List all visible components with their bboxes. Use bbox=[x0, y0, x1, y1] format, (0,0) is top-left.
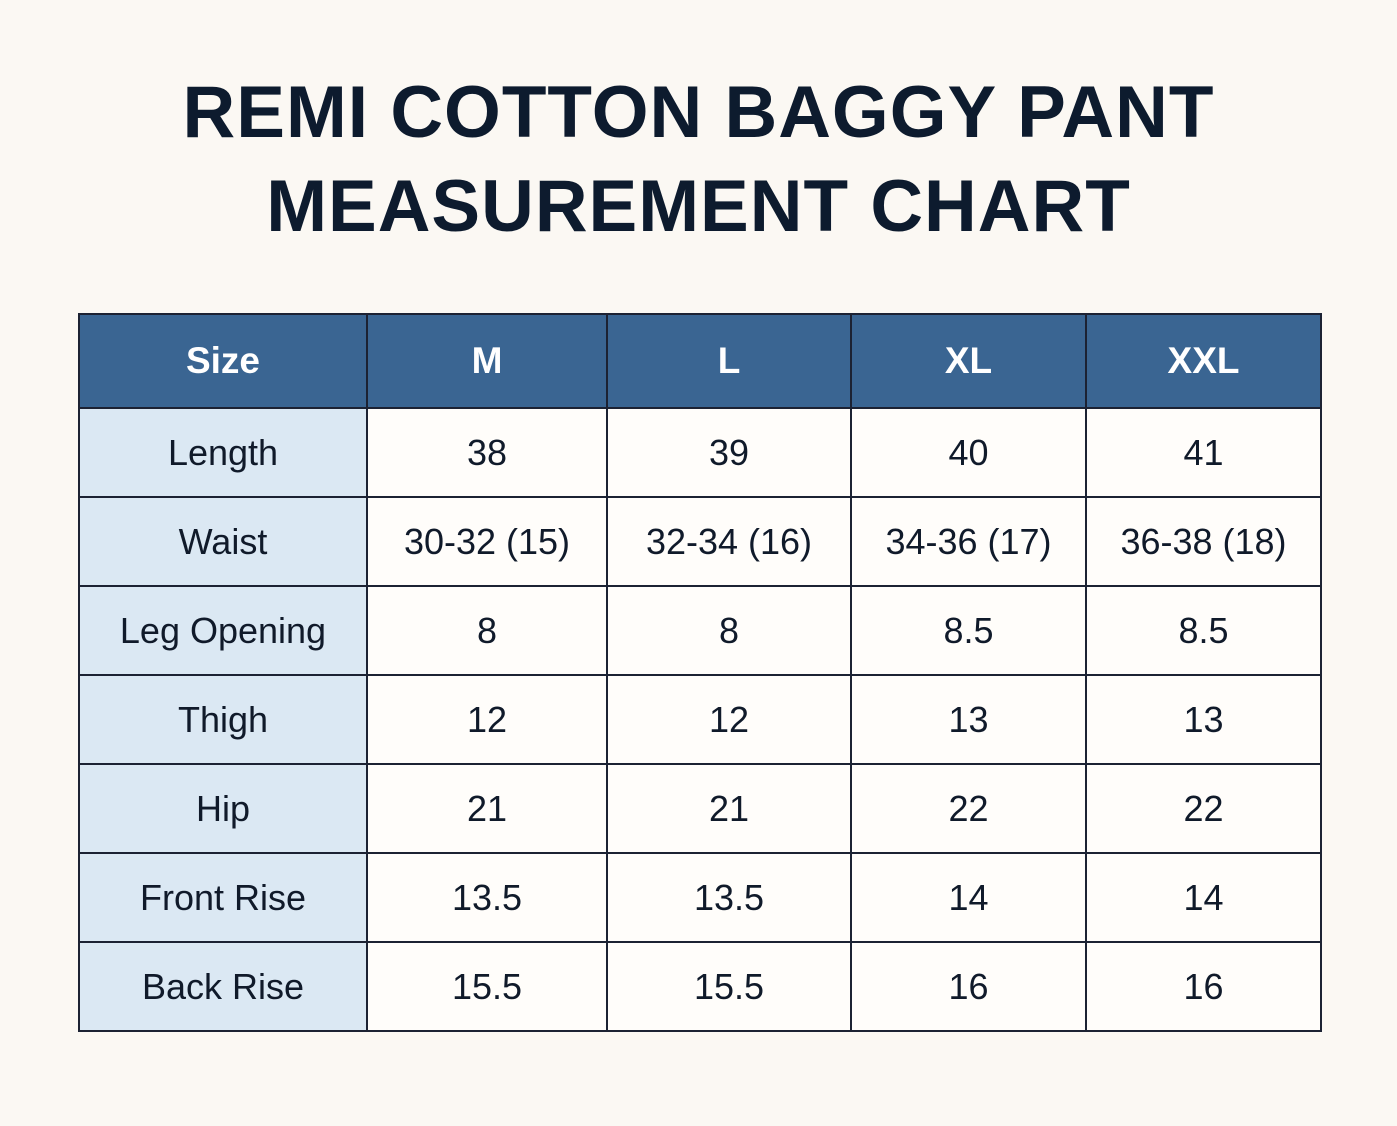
title-line: REMI COTTON BAGGY PANT bbox=[182, 72, 1215, 153]
table-cell: 22 bbox=[1085, 763, 1322, 854]
table-cell: 12 bbox=[366, 674, 608, 765]
row-header: Back Rise bbox=[78, 941, 368, 1032]
table-cell: 16 bbox=[1085, 941, 1322, 1032]
table-cell: 39 bbox=[606, 407, 852, 498]
table-cell: 16 bbox=[850, 941, 1087, 1032]
table-cell: 8 bbox=[606, 585, 852, 676]
title-line: MEASUREMENT CHART bbox=[266, 166, 1131, 247]
table-cell: 30-32 (15) bbox=[366, 496, 608, 587]
table-cell: 21 bbox=[366, 763, 608, 854]
column-header: XL bbox=[850, 313, 1087, 409]
column-header: M bbox=[366, 313, 608, 409]
table-cell: 15.5 bbox=[606, 941, 852, 1032]
table-cell: 13 bbox=[850, 674, 1087, 765]
table-cell: 40 bbox=[850, 407, 1087, 498]
table-cell: 8.5 bbox=[1085, 585, 1322, 676]
table-row: Leg Opening 8 8 8.5 8.5 bbox=[78, 585, 1322, 676]
table-cell: 8.5 bbox=[850, 585, 1087, 676]
row-header: Waist bbox=[78, 496, 368, 587]
table-cell: 36-38 (18) bbox=[1085, 496, 1322, 587]
row-header: Thigh bbox=[78, 674, 368, 765]
table-row: Waist 30-32 (15) 32-34 (16) 34-36 (17) 36-38… bbox=[78, 496, 1322, 587]
table-cell: 38 bbox=[366, 407, 608, 498]
table-cell: 32-34 (16) bbox=[606, 496, 852, 587]
table-cell: 14 bbox=[850, 852, 1087, 943]
table-row: Hip 21 21 22 22 bbox=[78, 763, 1322, 854]
table-body: Length 38 39 40 41 Waist 30-32 (15) 32-34 (16) 3… bbox=[78, 407, 1322, 1032]
table-row: Back Rise 15.5 15.5 16 16 bbox=[78, 941, 1322, 1032]
table-cell: 13 bbox=[1085, 674, 1322, 765]
column-header: XXL bbox=[1085, 313, 1322, 409]
row-header: Front Rise bbox=[78, 852, 368, 943]
table-cell: 13.5 bbox=[606, 852, 852, 943]
table-cell: 13.5 bbox=[366, 852, 608, 943]
table-row: Front Rise 13.5 13.5 14 14 bbox=[78, 852, 1322, 943]
table-cell: 14 bbox=[1085, 852, 1322, 943]
row-header: Length bbox=[78, 407, 368, 498]
table-cell: 15.5 bbox=[366, 941, 608, 1032]
table-cell: 21 bbox=[606, 763, 852, 854]
row-header: Hip bbox=[78, 763, 368, 854]
table-cell: 22 bbox=[850, 763, 1087, 854]
table-row: Length 38 39 40 41 bbox=[78, 407, 1322, 498]
table-cell: 8 bbox=[366, 585, 608, 676]
column-header: L bbox=[606, 313, 852, 409]
table-row: Thigh 12 12 13 13 bbox=[78, 674, 1322, 765]
column-header: Size bbox=[78, 313, 368, 409]
header-row: Size M L XL XXL bbox=[78, 313, 1322, 409]
table-cell: 12 bbox=[606, 674, 852, 765]
table-cell: 34-36 (17) bbox=[850, 496, 1087, 587]
row-header: Leg Opening bbox=[78, 585, 368, 676]
size-table: Size M L XL XXL Length 38 39 40 41 Waist 30-32 (15… bbox=[78, 313, 1322, 1032]
table-cell: 41 bbox=[1085, 407, 1322, 498]
